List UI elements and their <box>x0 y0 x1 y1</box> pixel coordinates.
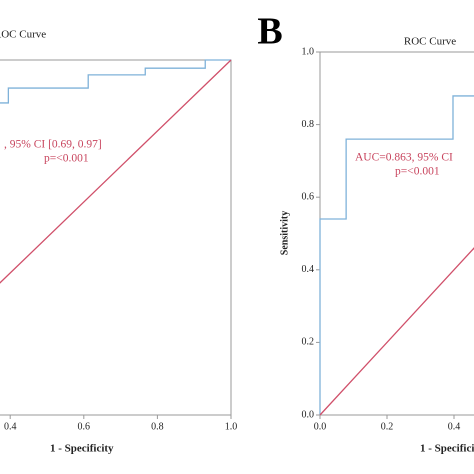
x-tick-label: 0.4 <box>448 421 461 432</box>
y-tick-label: 0.0 <box>302 409 315 420</box>
roc-line <box>0 59 232 284</box>
x-tick-label: 0.2 <box>381 421 394 432</box>
chart-title: ROC Curve <box>404 36 456 48</box>
x-tick-label: 0.4 <box>4 421 17 432</box>
annotation: , 95% CI [0.69, 0.97] <box>4 139 102 151</box>
x-axis-label: 1 - Specificity <box>420 443 474 455</box>
x-tick-label: 0.0 <box>314 421 327 432</box>
plot-frame <box>319 51 474 416</box>
roc-line <box>319 95 474 415</box>
y-tick-label: 0.6 <box>302 191 315 202</box>
plot-frame <box>0 59 232 416</box>
chart-title: ROC Curve <box>0 29 46 41</box>
y-tick-label: 0.2 <box>302 337 315 348</box>
y-tick-label: 0.8 <box>302 119 315 130</box>
roc-line <box>0 59 231 104</box>
x-tick-label: 0.6 <box>78 421 91 432</box>
x-tick-label: 0.8 <box>151 421 164 432</box>
annotation: p=<0.001 <box>44 153 89 165</box>
panel-label: B <box>257 11 282 53</box>
chart-panel: 0.4 0.6 0.8 1.0 ROC Curve , 95% CI [0.69, 0.9… <box>0 29 237 455</box>
y-tick-label: 0.4 <box>302 264 315 275</box>
y-tick-label: 1.0 <box>302 46 315 57</box>
annotation: p=<0.001 <box>395 166 440 178</box>
x-tick-label: 1.0 <box>225 421 238 432</box>
y-axis-label: Sensitivity <box>279 211 290 255</box>
x-axis-label: 1 - Specificity <box>50 443 114 455</box>
annotation: AUC=0.863, 95% CI <box>355 152 453 164</box>
roc-line <box>319 247 474 416</box>
chart-panel: 0.0 0.2 0.4 0.0 0.2 0.4 0.6 0.8 1.0 ROC Curve AUC=… <box>257 11 474 455</box>
